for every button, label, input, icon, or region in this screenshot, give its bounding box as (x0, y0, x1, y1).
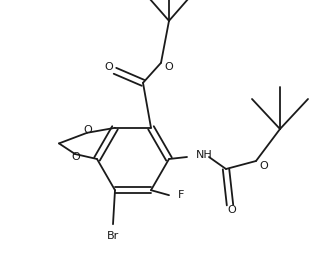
Text: F: F (178, 190, 184, 200)
Text: O: O (165, 62, 173, 72)
Text: O: O (228, 205, 236, 215)
Text: O: O (105, 62, 113, 72)
Text: Br: Br (107, 231, 119, 241)
Text: O: O (72, 152, 80, 162)
Text: O: O (84, 125, 92, 135)
Text: NH: NH (196, 150, 213, 160)
Text: O: O (260, 161, 268, 171)
